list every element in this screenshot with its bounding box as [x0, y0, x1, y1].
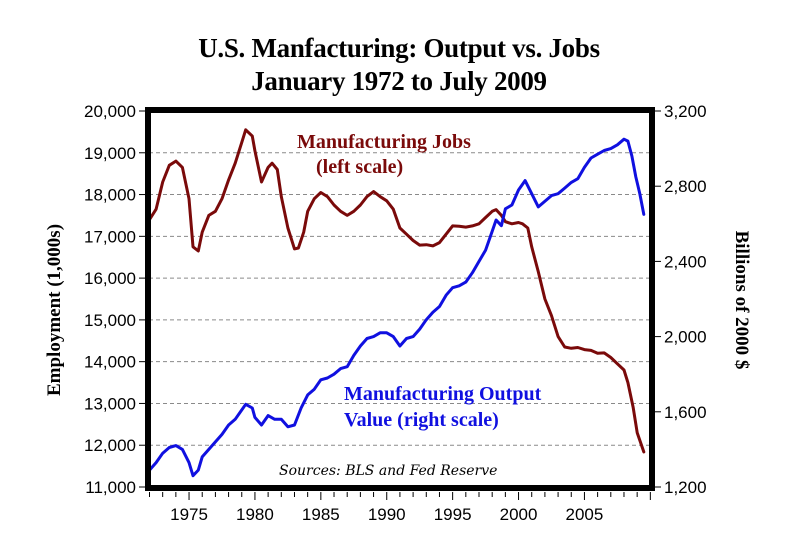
- left-axis-tick-label: 12,000: [84, 436, 136, 455]
- right-axis-tick-label: 3,200: [664, 102, 707, 121]
- x-axis-tick-label: 1990: [368, 505, 406, 524]
- left-axis: 20,000 19,000 18,000 17,000 16,000 15,000 14,0…: [84, 102, 145, 497]
- x-axis-tick-label: 1980: [236, 505, 274, 524]
- left-axis-tick-label: 15,000: [84, 311, 136, 330]
- x-axis-tick-label: 1975: [170, 505, 208, 524]
- series-lines: [148, 128, 646, 478]
- left-axis-tick-label: 18,000: [84, 186, 136, 205]
- right-axis-tick-label: 1,600: [664, 403, 707, 422]
- right-axis-tick-label: 2,400: [664, 252, 707, 271]
- left-axis-tick-label: 20,000: [84, 102, 136, 121]
- x-axis-tick-label: 2000: [500, 505, 538, 524]
- x-axis: 1975 1980 1985 1990 1995 2000 2005: [149, 492, 651, 524]
- y-axis-title-left: Employment (1,000s): [44, 224, 65, 396]
- left-axis-tick-label: 14,000: [84, 353, 136, 372]
- y-axis-title-right: Billions of 2000 $: [731, 231, 752, 370]
- right-axis-tick-label: 1,200: [664, 478, 707, 497]
- annotation-output-line2: Value (right scale): [344, 409, 499, 431]
- sources-note: Sources: BLS and Fed Reserve: [279, 463, 497, 479]
- annotation-output-line1: Manufacturing Output: [344, 383, 542, 405]
- left-axis-tick-label: 13,000: [84, 394, 136, 413]
- x-axis-tick-label: 1995: [434, 505, 472, 524]
- plot-frame: [145, 107, 655, 491]
- annotation-jobs-line2: (left scale): [316, 156, 403, 178]
- x-axis-tick-label: 1985: [302, 505, 340, 524]
- left-axis-tick-label: 19,000: [84, 144, 136, 163]
- right-axis-tick-label: 2,800: [664, 177, 707, 196]
- chart-title: U.S. Manfacturing: Output vs. Jobs: [198, 33, 600, 63]
- left-axis-tick-label: 11,000: [85, 478, 136, 497]
- right-axis-tick-label: 2,000: [664, 328, 707, 347]
- left-axis-tick-label: 17,000: [84, 227, 136, 246]
- right-axis: 3,200 2,800 2,400 2,000 1,600 1,200: [655, 102, 707, 497]
- chart-subtitle: January 1972 to July 2009: [251, 66, 547, 96]
- left-axis-tick-label: 16,000: [84, 269, 136, 288]
- x-axis-tick-label: 2005: [566, 505, 604, 524]
- annotation-jobs-line1: Manufacturing Jobs: [297, 131, 471, 153]
